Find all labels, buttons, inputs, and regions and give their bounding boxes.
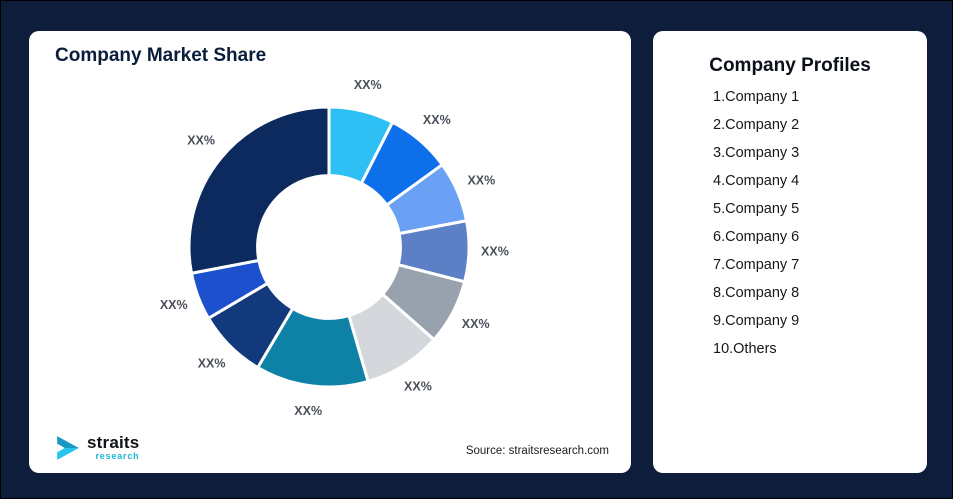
company-list-item: 6.Company 6 [713, 229, 800, 245]
company-list-item: 5.Company 5 [713, 201, 800, 217]
company-list-item: 9.Company 9 [713, 313, 800, 329]
company-list-item: 8.Company 8 [713, 285, 800, 301]
straits-logo-icon [57, 435, 79, 460]
slice-label-8: XX% [198, 357, 226, 371]
slice-label-6: XX% [404, 379, 432, 393]
slice-label-2: XX% [423, 113, 451, 127]
market-share-card: Company Market Share XX% XX% XX% XX% XX% XX% X… [29, 31, 631, 473]
straits-research-logo: straits research [55, 434, 139, 461]
company-list-item: 2.Company 2 [713, 117, 800, 133]
chart-title: Company Market Share [55, 45, 267, 66]
slice-label-10: XX% [187, 133, 215, 147]
company-profiles-card: Company Profiles 1.Company 1 2.Company 2 3… [653, 31, 927, 473]
logo-brand-text: straits [87, 433, 140, 452]
logo-text: straits research [87, 434, 139, 461]
company-list: 1.Company 1 2.Company 2 3.Company 3 4.Compa… [653, 83, 927, 363]
company-list-item: 1.Company 1 [713, 89, 800, 105]
company-list-item: 4.Company 4 [713, 173, 800, 189]
company-list-item: 3.Company 3 [713, 145, 800, 161]
slice-label-1: XX% [354, 78, 382, 92]
donut-segment-10 [187, 105, 331, 275]
company-list-item: 7.Company 7 [713, 257, 800, 273]
source-text: Source: straitsresearch.com [465, 445, 609, 457]
logo-sub-text: research [95, 451, 140, 461]
company-list-item: 10.Others [713, 341, 777, 357]
slice-label-3: XX% [467, 173, 495, 187]
slice-label-9: XX% [160, 298, 188, 312]
slice-label-4: XX% [481, 245, 509, 259]
slice-label-7: XX% [294, 404, 322, 418]
profiles-title: Company Profiles [709, 55, 871, 76]
donut-chart: XX% XX% XX% XX% XX% XX% XX% XX% XX% XX% [160, 78, 509, 418]
slice-label-5: XX% [462, 317, 490, 331]
